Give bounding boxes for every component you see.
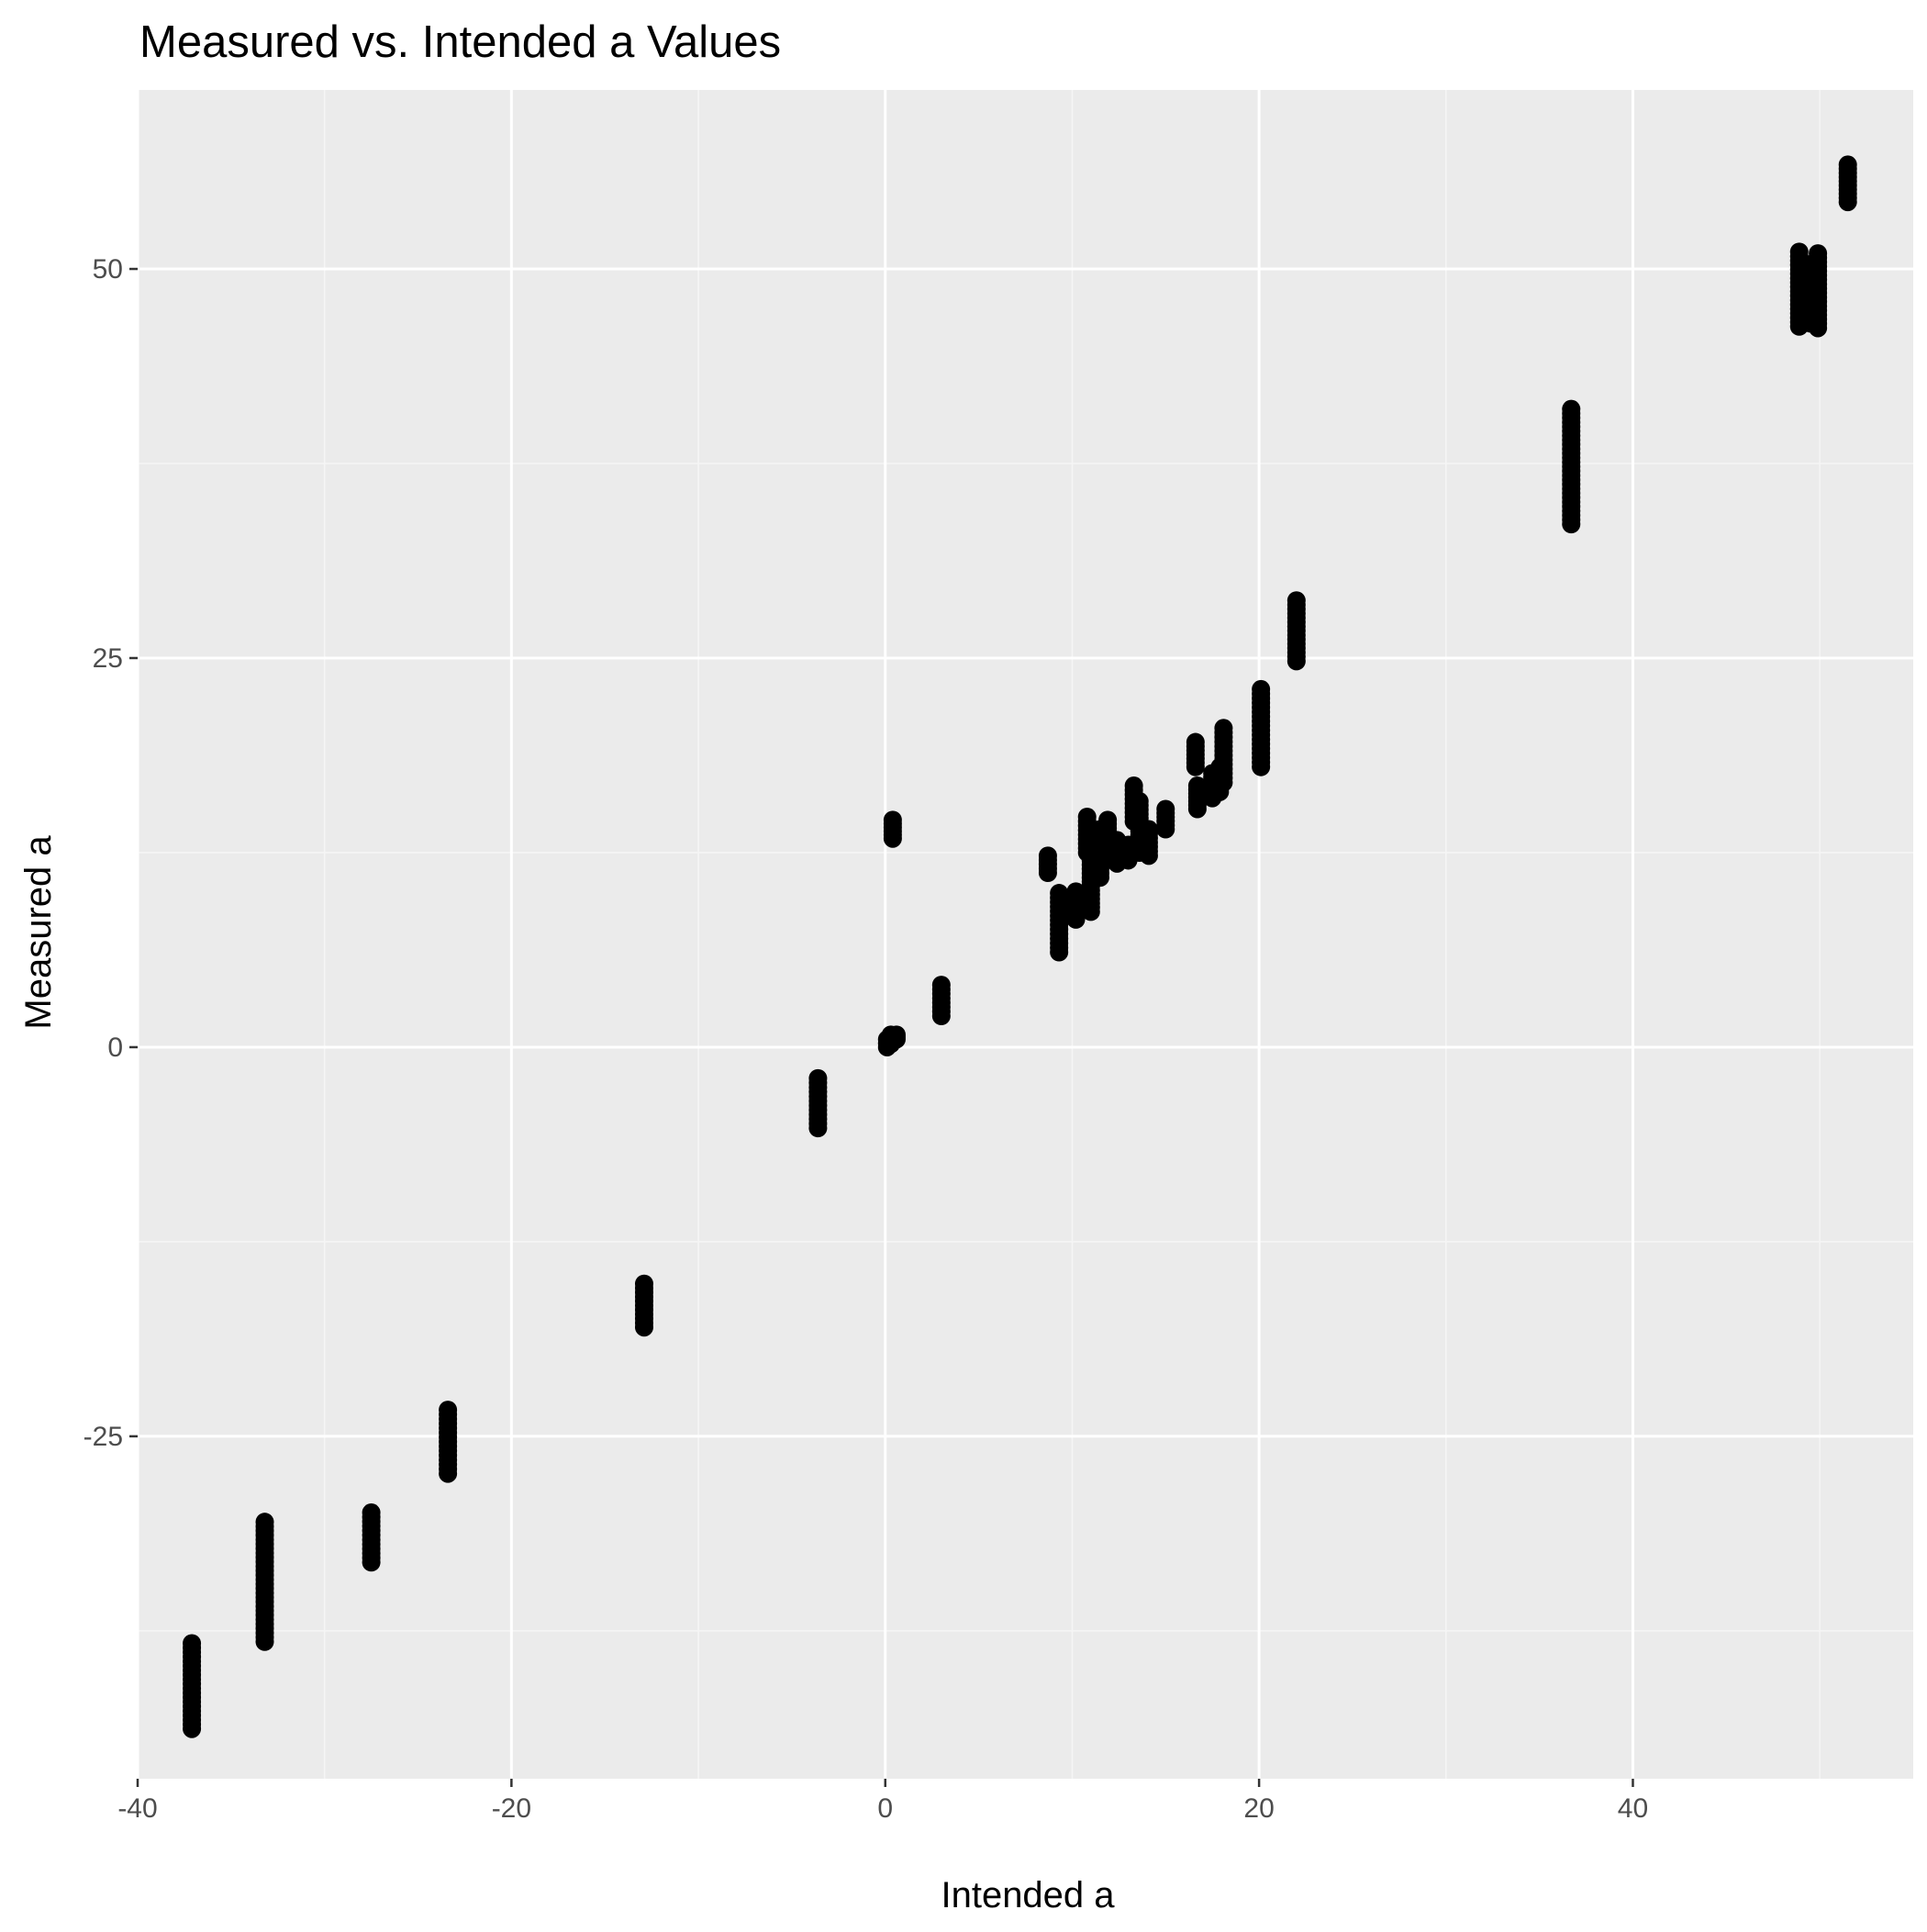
point-group — [1287, 591, 1306, 671]
point-group — [183, 1634, 202, 1738]
data-point — [1066, 910, 1086, 929]
minor-gridlines — [138, 90, 1913, 1779]
data-point — [1838, 193, 1857, 212]
point-group — [634, 1274, 653, 1337]
data-point — [255, 1632, 274, 1651]
data-point — [1809, 318, 1828, 338]
y-tick-label: 50 — [93, 254, 123, 285]
point-group — [1838, 155, 1857, 212]
y-axis-title: Measured a — [18, 835, 59, 1030]
plot-panel — [138, 90, 1913, 1779]
point-group — [1187, 776, 1207, 819]
point-group — [1050, 884, 1069, 962]
data-point — [1186, 757, 1205, 776]
point-group — [931, 976, 951, 1026]
data-point — [1050, 943, 1069, 962]
x-axis-title: Intended a — [941, 1875, 1115, 1915]
data-point — [931, 1007, 951, 1026]
data-point — [1252, 757, 1271, 776]
point-group — [1139, 820, 1158, 865]
x-tick-label: -20 — [492, 1793, 531, 1824]
chart-title: Measured vs. Intended a Values — [139, 17, 781, 67]
data-points — [183, 155, 1857, 1738]
data-point — [1081, 902, 1100, 921]
data-point — [634, 1318, 653, 1337]
major-gridlines — [136, 90, 1913, 1779]
point-group — [1252, 679, 1271, 776]
x-tick-label: 20 — [1243, 1793, 1274, 1824]
data-point — [1187, 799, 1207, 819]
data-point — [439, 1464, 458, 1483]
data-point — [183, 1719, 202, 1738]
point-group — [883, 810, 902, 848]
data-point — [883, 829, 902, 848]
x-tick-label: -40 — [117, 1793, 157, 1824]
point-group — [1156, 799, 1175, 839]
y-tick-label: 25 — [93, 643, 123, 674]
point-group — [1186, 732, 1205, 776]
data-point — [1139, 846, 1158, 865]
data-point — [1562, 515, 1581, 534]
point-group — [1038, 846, 1057, 883]
x-tick-label: 40 — [1618, 1793, 1648, 1824]
data-point — [1214, 773, 1233, 792]
point-group — [439, 1401, 458, 1483]
point-group — [255, 1513, 274, 1651]
data-point — [1090, 868, 1109, 888]
data-point — [808, 1119, 828, 1138]
data-point — [886, 1030, 906, 1049]
point-group — [1562, 399, 1581, 534]
y-tick-label: 0 — [107, 1033, 123, 1063]
data-point — [1287, 652, 1306, 671]
point-group — [1066, 882, 1086, 929]
y-tick-label: -25 — [84, 1422, 123, 1452]
data-point — [1156, 820, 1175, 839]
axes: -40 -20 0 20 40 -25 0 25 50 — [84, 254, 1649, 1824]
point-group — [1214, 719, 1233, 792]
data-point — [362, 1553, 381, 1572]
data-point — [1038, 864, 1057, 883]
point-group — [808, 1068, 828, 1138]
point-group — [362, 1503, 381, 1572]
point-group — [1809, 244, 1828, 338]
point-group — [886, 1025, 906, 1049]
x-tick-label: 0 — [877, 1793, 893, 1824]
